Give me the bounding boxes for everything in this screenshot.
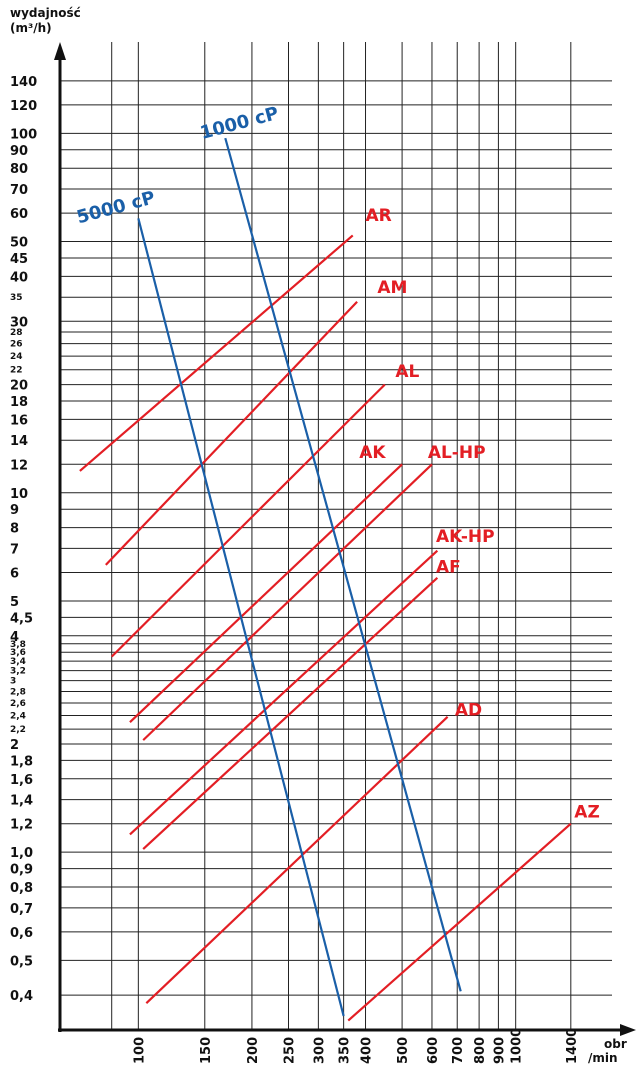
series-label: AL (395, 362, 419, 382)
x-axis-title-line2: /min (588, 1051, 618, 1065)
x-tick-label: 400 (360, 1037, 375, 1064)
series-label: AL-HP (428, 443, 486, 463)
y-tick-label: 45 (10, 252, 28, 267)
series-line (105, 300, 358, 566)
x-axis-title-line1: obr (604, 1037, 627, 1051)
x-tick-label: 600 (426, 1037, 441, 1064)
y-tick-label: 4,5 (10, 611, 33, 626)
y-tick-label: 28 (10, 328, 23, 338)
series-line (347, 822, 572, 1022)
y-tick-label: 9 (10, 503, 19, 518)
y-axis-title-line2: (m³/h) (10, 21, 52, 35)
y-tick-label: 4 (10, 630, 19, 645)
series-label: AK (359, 443, 386, 463)
series-label: AM (377, 278, 407, 298)
y-tick-label: 2,8 (10, 687, 26, 697)
x-tick-label: 150 (199, 1037, 214, 1064)
y-tick-label: 20 (10, 379, 28, 394)
series-line (110, 383, 386, 658)
y-tick-label: 3,8 (10, 640, 26, 650)
y-tick-label: 8 (10, 522, 19, 537)
y-tick-label: 50 (10, 236, 28, 251)
y-tick-label: 24 (10, 352, 23, 362)
x-tick-labels: 100 150 200 250 300 350 400 500 600 700 800 900 1000… (132, 1028, 579, 1064)
x-tick-label: 800 (473, 1037, 488, 1064)
y-tick-label: 18 (10, 395, 28, 410)
series-label: 1000 cP (198, 103, 281, 144)
y-tick-label: 3,6 (10, 648, 26, 658)
y-tick-label: 0,4 (10, 989, 33, 1004)
y-axis-arrow (54, 42, 66, 60)
y-axis-title-line1: wydajność (10, 6, 81, 20)
y-tick-label: 7 (10, 542, 19, 557)
y-tick-label: 2,2 (10, 725, 26, 735)
y-tick-label: 3,2 (10, 667, 26, 677)
x-axis-arrow (620, 1024, 636, 1036)
y-tick-label: 14 (10, 434, 28, 449)
series-line (79, 234, 354, 472)
x-tick-label: 1000 (510, 1028, 525, 1064)
x-tick-label: 900 (492, 1037, 507, 1064)
x-tick-label: 1400 (565, 1028, 580, 1064)
y-tick-label: 90 (10, 144, 28, 159)
series-line (142, 576, 439, 850)
y-tick-label: 2 (10, 738, 19, 753)
axes (54, 42, 636, 1036)
y-tick-label: 6 (10, 566, 19, 581)
y-tick-label: 22 (10, 366, 23, 376)
y-tick-labels: 0,4 0,5 0,6 0,7 0,8 0,9 1,0 1,2 1,4 1,6 1,82 2,2 2,4… (10, 75, 37, 1004)
x-tick-label: 200 (246, 1037, 261, 1064)
y-tick-label: 3 (10, 677, 16, 687)
series-label: AF (436, 557, 461, 577)
y-tick-label: 0,8 (10, 881, 33, 896)
y-tick-label: 1,8 (10, 754, 33, 769)
x-tick-label: 500 (396, 1037, 411, 1064)
series-label: AK-HP (436, 527, 495, 547)
y-tick-label: 1,6 (10, 773, 33, 788)
y-tick-label: 2,4 (10, 712, 26, 722)
y-tick-label: 1,0 (10, 846, 33, 861)
y-tick-label: 1,4 (10, 794, 33, 809)
y-tick-label: 30 (10, 315, 28, 330)
x-tick-label: 700 (451, 1037, 466, 1064)
y-tick-label: 3,4 (10, 657, 26, 667)
y-tick-label: 1,2 (10, 818, 33, 833)
x-tick-label: 350 (338, 1037, 353, 1064)
y-tick-label: 0,6 (10, 926, 33, 941)
y-tick-label: 16 (10, 413, 28, 428)
y-tick-label: 120 (10, 99, 37, 114)
x-tick-label: 100 (132, 1037, 147, 1064)
y-tick-label: 35 (10, 293, 23, 303)
y-tick-label: 70 (10, 183, 28, 198)
y-tick-label: 60 (10, 207, 28, 222)
series-line (142, 463, 433, 741)
horizontal-gridlines (60, 80, 612, 996)
y-tick-label: 100 (10, 127, 37, 142)
series-label: AD (455, 701, 482, 721)
series-label: AZ (574, 802, 599, 822)
series-labels: AR AM AL AK AL-HP AK-HP AF AD AZ 5000 cP 1000 cP (74, 103, 599, 822)
y-tick-label: 0,5 (10, 954, 33, 969)
y-tick-label: 0,7 (10, 902, 33, 917)
x-tick-label: 300 (312, 1037, 327, 1064)
series-line (224, 137, 462, 992)
y-tick-label: 0,9 (10, 863, 33, 878)
y-tick-label: 10 (10, 487, 28, 502)
y-tick-label: 40 (10, 270, 28, 285)
series-label: 5000 cP (74, 187, 157, 228)
y-tick-label: 140 (10, 75, 37, 90)
vertical-gridlines (111, 42, 572, 1030)
y-tick-label: 12 (10, 458, 28, 473)
series-line (129, 549, 439, 836)
y-tick-label: 5 (10, 595, 19, 610)
series-line (137, 218, 345, 1017)
series-label: AR (366, 206, 392, 226)
y-tick-label: 26 (10, 340, 23, 350)
series-line (129, 463, 403, 723)
y-tick-label: 2,6 (10, 699, 26, 709)
y-tick-label: 80 (10, 162, 28, 177)
x-tick-label: 250 (282, 1037, 297, 1064)
series-lines (79, 137, 572, 1022)
